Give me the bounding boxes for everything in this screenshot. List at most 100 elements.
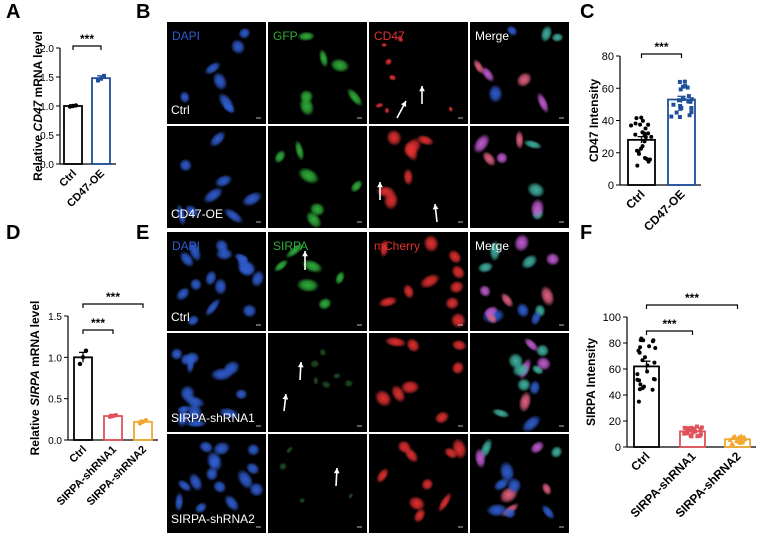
- micrograph-e-r2-c2: [369, 434, 468, 533]
- data-point: [729, 441, 735, 446]
- micro-b-col-label: GFP: [273, 29, 298, 43]
- micro-e-col-label: mCherry: [374, 239, 420, 253]
- category-label: CD47-OE: [641, 187, 688, 234]
- y-tick-label: 0.5: [48, 395, 62, 406]
- data-point: [650, 387, 655, 392]
- data-point: [633, 121, 638, 126]
- y-tick-label: 0: [608, 180, 614, 192]
- data-point: [693, 429, 698, 434]
- y-tick-label: 1.0: [48, 353, 62, 364]
- y-tick-label: 1.5: [48, 312, 62, 323]
- data-point: [643, 126, 648, 131]
- micrograph-e-r2-c3: [470, 434, 569, 533]
- chart-d: 0.0 0.5 1.0 1.5 Relative SIRPA mRNA level Ctr…: [28, 290, 158, 508]
- micrograph-e-r1-c1: [268, 333, 367, 432]
- y-axis-label: Relative CD47 mRNA level: [31, 31, 45, 181]
- significance-label: ***: [662, 317, 676, 331]
- micrograph-b-r0-c2: [369, 22, 468, 124]
- y-axis-label-part: Relative: [31, 131, 45, 180]
- panel-label-d: D: [6, 222, 21, 244]
- data-point: [676, 98, 681, 103]
- micro-b-col-label: DAPI: [172, 29, 200, 43]
- data-point: [645, 363, 650, 368]
- significance-bracket: [640, 53, 683, 58]
- micro-b-col-label: Merge: [475, 29, 509, 43]
- data-point: [689, 106, 694, 111]
- significance-bracket: [82, 329, 114, 334]
- arrow-marker: [297, 361, 304, 381]
- y-tick-label: 20: [609, 416, 621, 428]
- category-label: Ctrl: [623, 187, 648, 212]
- panel-label-b: B: [136, 1, 151, 23]
- micrograph-b-r0-c3: [470, 22, 569, 124]
- micro-b-col-label: CD47: [374, 29, 405, 43]
- data-point: [629, 123, 634, 128]
- data-point: [653, 345, 658, 350]
- panel-label-c: C: [580, 1, 595, 23]
- data-point: [683, 84, 688, 89]
- micro-e-col-label: DAPI: [172, 239, 200, 253]
- micrograph-e-r0-c2: [369, 232, 468, 331]
- y-tick-label: 1.0: [40, 102, 54, 113]
- y-axis-label: CD47 Intensity: [587, 78, 601, 162]
- data-point: [652, 360, 657, 365]
- data-point: [641, 384, 646, 389]
- data-point: [689, 425, 694, 430]
- data-point: [640, 144, 645, 149]
- arrow-marker: [396, 100, 407, 119]
- data-point: [680, 84, 685, 89]
- y-axis-label: Relative SIRPA mRNA level: [28, 301, 42, 456]
- bar: [91, 77, 111, 165]
- data-point: [637, 350, 642, 355]
- data-point: [635, 372, 640, 377]
- data-point: [96, 78, 100, 83]
- data-point: [639, 115, 644, 120]
- data-point: [635, 163, 640, 168]
- data-point: [635, 377, 640, 382]
- y-axis-label-part: mRNA level: [31, 31, 45, 101]
- data-point: [697, 433, 702, 438]
- data-point: [689, 97, 694, 102]
- data-point: [646, 122, 651, 127]
- data-point: [690, 430, 695, 435]
- data-point: [682, 431, 687, 436]
- bar: [73, 356, 93, 441]
- data-point: [669, 114, 674, 119]
- micro-e-col-label: SIRPA: [273, 239, 308, 253]
- y-tick-label: 60: [609, 364, 621, 376]
- micrograph-e-r0-c1: [268, 232, 367, 331]
- data-point: [638, 338, 643, 343]
- y-tick-label: 2.0: [40, 44, 54, 55]
- data-point: [734, 438, 740, 443]
- data-point: [677, 79, 682, 84]
- y-tick-label: 0.0: [48, 436, 62, 447]
- y-tick-label: 100: [603, 312, 621, 324]
- data-point: [636, 399, 641, 404]
- data-point: [637, 387, 642, 392]
- data-point: [646, 131, 651, 136]
- y-tick-label: 0.0: [40, 160, 54, 171]
- data-point: [643, 156, 648, 161]
- panel-label-e: E: [136, 222, 150, 244]
- micro-b-row-label: Ctrl: [171, 103, 190, 117]
- micrograph-e-r1-c0: [167, 333, 266, 432]
- micrograph-e-r0-c3: [470, 232, 569, 331]
- data-point: [640, 130, 645, 135]
- y-axis-label-part: CD47: [31, 99, 45, 131]
- micrograph-b-r1-c1: [268, 126, 367, 228]
- significance-bracket: [72, 45, 102, 50]
- arrow-marker: [432, 203, 439, 223]
- micro-e-col-label: Merge: [475, 239, 509, 253]
- arrow-marker: [377, 182, 383, 200]
- data-point: [649, 134, 654, 139]
- data-point: [742, 434, 748, 440]
- data-point: [678, 87, 683, 92]
- y-tick-label: 1.5: [40, 73, 54, 84]
- y-axis-label-part: Relative: [28, 406, 42, 455]
- significance-label: ***: [685, 291, 699, 305]
- bar: [133, 420, 153, 441]
- data-point: [671, 102, 676, 107]
- panel-label-f: F: [580, 222, 593, 244]
- data-point: [640, 118, 645, 123]
